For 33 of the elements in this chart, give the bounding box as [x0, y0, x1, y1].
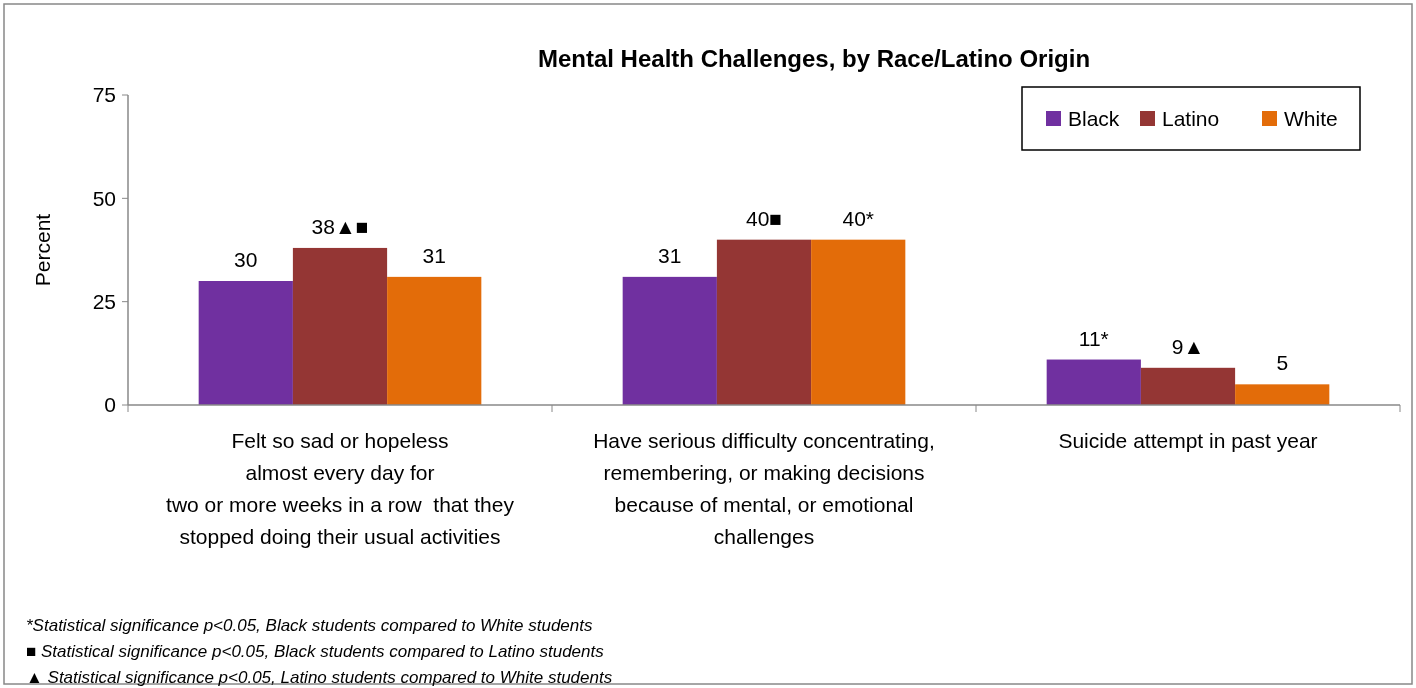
chart-title: Mental Health Challenges, by Race/Latino Origin: [537, 45, 1091, 72]
data-label: 31: [658, 243, 682, 267]
legend-label: Black: [1068, 107, 1120, 131]
y-tick-label: 75: [92, 83, 116, 107]
bar: [1046, 359, 1141, 405]
legend-label: White: [1284, 107, 1338, 131]
bar: [387, 276, 482, 405]
data-label: 40*: [842, 206, 874, 230]
data-label: 9▲: [1171, 334, 1205, 358]
text: ▲ Statistical significance p<0.05, Latino students compared to White students: [26, 668, 613, 687]
y-tick-label: 25: [92, 290, 116, 314]
bar: [198, 281, 293, 405]
y-axis-title: Percent: [31, 213, 54, 287]
data-label: 31: [422, 243, 446, 267]
y-tick-label: 0: [104, 393, 116, 417]
x-tick-label: Suicide attempt in past year: [1058, 429, 1318, 452]
data-label: 40■: [745, 206, 783, 230]
x-tick-label: Felt so sad or hopeless almost every day for two or more weeks in a row that they stopped doing their usual activities: [166, 429, 515, 548]
data-label: 38▲■: [311, 214, 369, 238]
data-label: 30: [234, 248, 258, 271]
text: ■ Statistical significance p<0.05, Black students compared to Latino students: [26, 642, 605, 661]
bar: [1140, 367, 1236, 405]
bar: [811, 239, 906, 405]
legend-label: Latino: [1162, 107, 1220, 131]
bar: [716, 239, 812, 405]
bar: [1235, 384, 1330, 405]
data-label: 5: [1276, 351, 1289, 375]
bar: [292, 247, 388, 405]
x-tick-label: Have serious difficulty concentrating, remembering, or making decisions because of mental, or emotional challenges: [593, 429, 935, 548]
bar: [622, 276, 717, 405]
data-label: 11*: [1078, 326, 1109, 350]
y-tick-label: 50: [92, 186, 116, 210]
text: *Statistical significance p<0.05, Black students compared to White students: [26, 616, 593, 635]
